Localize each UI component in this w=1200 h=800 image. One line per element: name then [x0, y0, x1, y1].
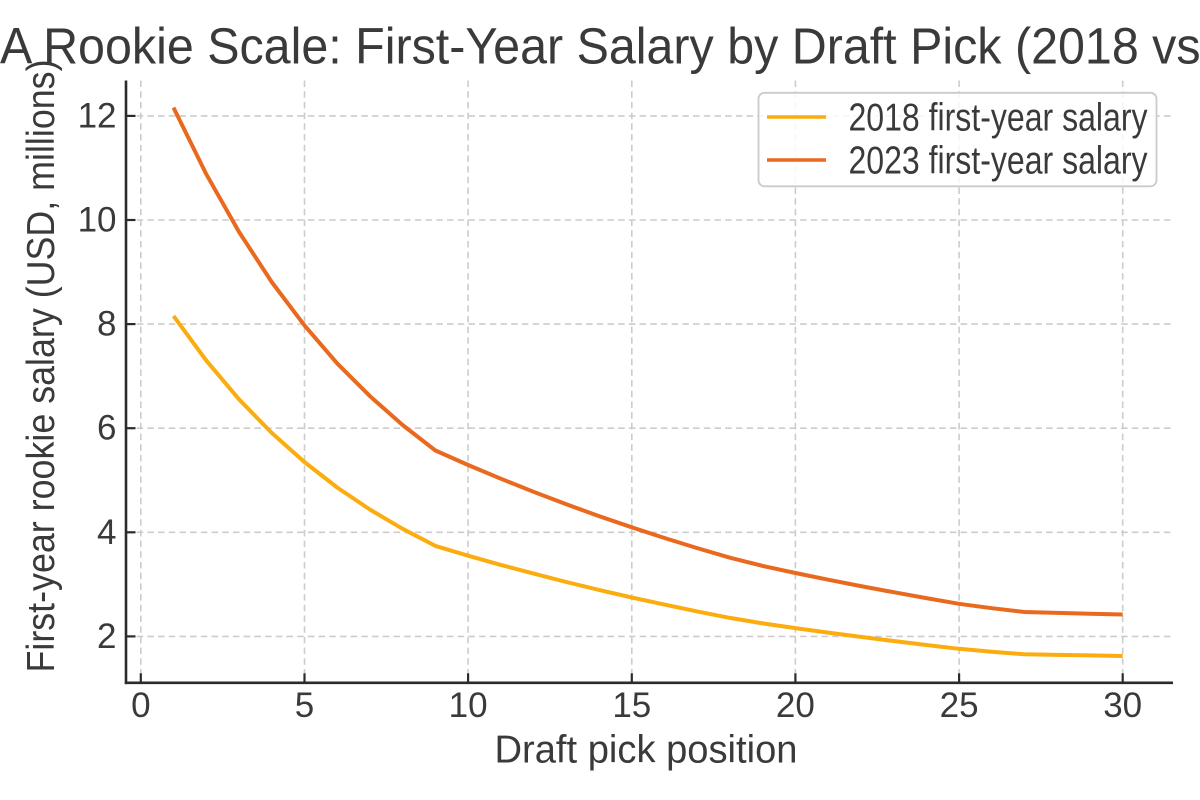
svg-text:15: 15 — [612, 686, 651, 725]
svg-text:12: 12 — [78, 96, 117, 135]
svg-text:6: 6 — [97, 409, 116, 448]
svg-text:0: 0 — [131, 686, 150, 725]
svg-text:NBA Rookie Scale: First-Year S: NBA Rookie Scale: First-Year Salary by D… — [0, 17, 1200, 74]
svg-text:5: 5 — [295, 686, 314, 725]
svg-text:25: 25 — [940, 686, 979, 725]
svg-text:First-year rookie salary (USD,: First-year rookie salary (USD, millions) — [20, 60, 63, 673]
svg-text:10: 10 — [78, 201, 117, 240]
svg-text:2: 2 — [97, 617, 116, 656]
svg-text:2023 first-year salary: 2023 first-year salary — [849, 139, 1148, 182]
svg-text:8: 8 — [97, 305, 116, 344]
svg-text:2018 first-year salary: 2018 first-year salary — [849, 96, 1148, 139]
svg-text:20: 20 — [776, 686, 815, 725]
svg-text:4: 4 — [97, 513, 116, 552]
svg-text:Draft pick position: Draft pick position — [495, 729, 798, 772]
svg-text:10: 10 — [449, 686, 488, 725]
svg-text:30: 30 — [1103, 686, 1142, 725]
